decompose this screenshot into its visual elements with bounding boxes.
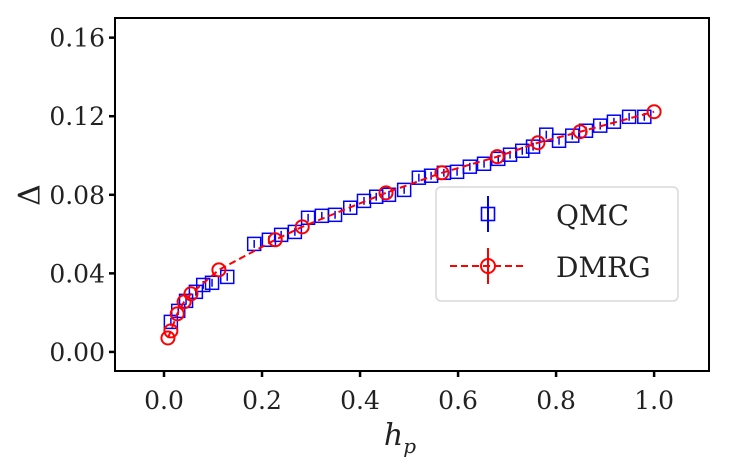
legend-box [435, 186, 679, 302]
dmrg-marker [489, 149, 505, 165]
legend-qmc-label: QMC [556, 199, 629, 232]
x-axis-label-subscript: p [403, 434, 416, 458]
x-tick-label: 0.0 [144, 386, 184, 415]
y-tick-label: 0.16 [49, 24, 105, 53]
legend-dmrg-label: DMRG [556, 251, 651, 284]
x-tick-label: 0.2 [242, 386, 282, 415]
dmrg-marker [530, 135, 546, 151]
qmc-marker [327, 207, 343, 223]
y-tick-label: 0.08 [49, 181, 105, 210]
dmrg-marker [434, 165, 450, 181]
y-axis-label: Δ [13, 184, 48, 206]
series-layer [160, 104, 662, 346]
x-axis-label: hp [384, 418, 416, 458]
dmrg-marker [378, 185, 394, 201]
x-tick-label: 0.6 [438, 386, 478, 415]
qmc-point [327, 207, 343, 223]
legend: QMC DMRG [435, 186, 679, 302]
y-tick-label: 0.04 [49, 259, 105, 288]
legend-qmc-marker [480, 196, 496, 232]
qmc-marker [476, 156, 492, 172]
y-tick-label: 0.12 [49, 102, 105, 131]
qmc-marker [578, 123, 594, 139]
ticks-layer: 0.0 0.2 0.4 0.6 0.8 1.0 0.00 0.04 0.08 0.12 0.16 [49, 24, 674, 415]
legend-dmrg-marker [450, 248, 526, 284]
dmrg-marker [294, 219, 310, 235]
qmc-point [314, 208, 330, 224]
qmc-point [219, 269, 235, 285]
dmrg-marker [572, 124, 588, 140]
x-axis-label-main: h [384, 418, 403, 453]
dmrg-marker [169, 306, 185, 322]
dmrg-marker [267, 232, 283, 248]
qmc-point [449, 164, 465, 180]
x-tick-label: 0.8 [536, 386, 576, 415]
qmc-marker [606, 114, 622, 129]
qmc-point [565, 128, 580, 143]
y-tick-label: 0.00 [49, 338, 105, 367]
qmc-marker [195, 277, 211, 293]
x-tick-label: 0.4 [340, 386, 380, 415]
qmc-marker [396, 182, 412, 198]
dmrg-marker [160, 330, 176, 346]
x-tick-label: 1.0 [634, 386, 674, 415]
dmrg-marker [211, 262, 227, 278]
dmrg-marker [163, 323, 179, 339]
dmrg-marker [646, 104, 662, 120]
dmrg-marker [183, 286, 199, 302]
